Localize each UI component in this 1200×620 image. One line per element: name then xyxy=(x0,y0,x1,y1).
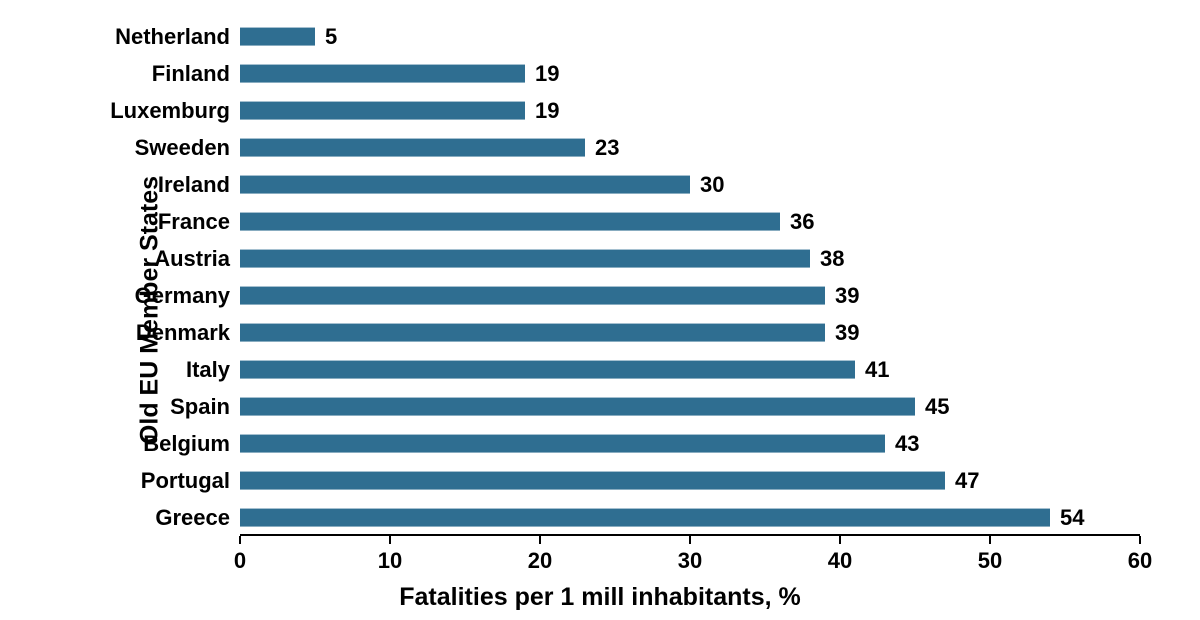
bar-value-label: 54 xyxy=(1060,505,1084,531)
y-tick-label: Italy xyxy=(186,357,240,383)
bar-row: Belgium43 xyxy=(240,425,1140,462)
x-axis-title: Fatalities per 1 mill inhabitants, % xyxy=(399,583,801,612)
bar-value-label: 39 xyxy=(835,283,859,309)
bar-value-label: 19 xyxy=(535,98,559,124)
bar-row: Greece54 xyxy=(240,499,1140,536)
bar xyxy=(240,508,1050,527)
y-tick-label: Denmark xyxy=(136,320,240,346)
bar-value-label: 30 xyxy=(700,172,724,198)
y-tick-label: Finland xyxy=(152,61,240,87)
bar xyxy=(240,397,915,416)
y-tick-label: France xyxy=(158,209,240,235)
y-tick-label: Sweeden xyxy=(135,135,240,161)
bar xyxy=(240,360,855,379)
y-tick-label: Spain xyxy=(170,394,240,420)
bar xyxy=(240,101,525,120)
bar-value-label: 5 xyxy=(325,24,337,50)
plot-area: Netherland5Finland19Luxemburg19Sweeden23… xyxy=(240,18,1140,536)
chart-container: Old EU Member States Netherland5Finland1… xyxy=(0,0,1200,620)
y-tick-label: Netherland xyxy=(115,24,240,50)
x-tick-label: 30 xyxy=(678,536,702,574)
bars-region: Netherland5Finland19Luxemburg19Sweeden23… xyxy=(240,18,1140,536)
bar-row: Austria38 xyxy=(240,240,1140,277)
bar-value-label: 39 xyxy=(835,320,859,346)
bar-row: Denmark39 xyxy=(240,314,1140,351)
bar-value-label: 45 xyxy=(925,394,949,420)
bar-value-label: 19 xyxy=(535,61,559,87)
bar-row: Germany39 xyxy=(240,277,1140,314)
x-tick-label: 10 xyxy=(378,536,402,574)
x-tick-label: 60 xyxy=(1128,536,1152,574)
bar xyxy=(240,434,885,453)
bar xyxy=(240,471,945,490)
bar-value-label: 43 xyxy=(895,431,919,457)
y-tick-label: Austria xyxy=(154,246,240,272)
y-tick-label: Ireland xyxy=(158,172,240,198)
bar-row: Netherland5 xyxy=(240,18,1140,55)
bar-value-label: 47 xyxy=(955,468,979,494)
bar xyxy=(240,64,525,83)
bar-row: France36 xyxy=(240,203,1140,240)
bar xyxy=(240,212,780,231)
bar xyxy=(240,138,585,157)
x-tick-label: 50 xyxy=(978,536,1002,574)
y-tick-label: Portugal xyxy=(141,468,240,494)
y-tick-label: Luxemburg xyxy=(110,98,240,124)
x-tick-label: 40 xyxy=(828,536,852,574)
bar-value-label: 36 xyxy=(790,209,814,235)
y-tick-label: Greece xyxy=(155,505,240,531)
y-tick-label: Germany xyxy=(135,283,240,309)
bar xyxy=(240,175,690,194)
bar-row: Luxemburg19 xyxy=(240,92,1140,129)
bar-row: Italy41 xyxy=(240,351,1140,388)
x-tick-label: 0 xyxy=(234,536,246,574)
bar xyxy=(240,323,825,342)
bar-value-label: 38 xyxy=(820,246,844,272)
bar-value-label: 41 xyxy=(865,357,889,383)
x-tick-label: 20 xyxy=(528,536,552,574)
bar xyxy=(240,249,810,268)
bar xyxy=(240,27,315,46)
bar-row: Portugal47 xyxy=(240,462,1140,499)
bar xyxy=(240,286,825,305)
bar-row: Ireland30 xyxy=(240,166,1140,203)
bar-row: Spain45 xyxy=(240,388,1140,425)
y-tick-label: Belgium xyxy=(143,431,240,457)
bar-row: Sweeden23 xyxy=(240,129,1140,166)
bar-value-label: 23 xyxy=(595,135,619,161)
bar-row: Finland19 xyxy=(240,55,1140,92)
